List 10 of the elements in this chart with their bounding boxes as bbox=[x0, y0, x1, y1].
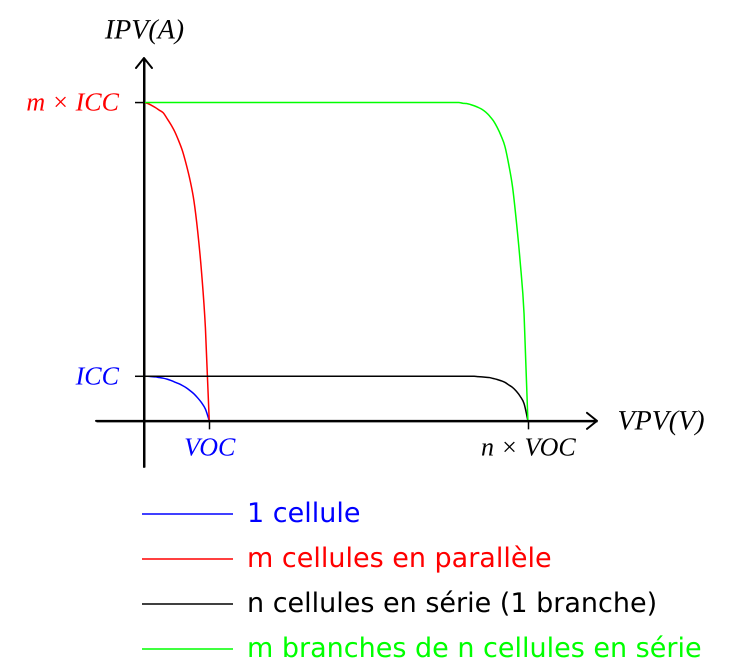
x-tick-label: n × VOC bbox=[481, 432, 576, 462]
legend-label: m branches de n cellules en série bbox=[247, 633, 702, 664]
x-axis-title: VPV(V) bbox=[618, 405, 705, 436]
text: ICC bbox=[74, 361, 120, 390]
legend-label: m cellules en parallèle bbox=[247, 543, 552, 574]
x-tick-label: VOC bbox=[184, 432, 236, 462]
legend-label: 1 cellule bbox=[247, 498, 360, 529]
text: m × ICC bbox=[26, 88, 120, 117]
legend-label: n cellules en série (1 branche) bbox=[247, 588, 658, 619]
y-axis-title: IPV(A) bbox=[104, 14, 184, 46]
